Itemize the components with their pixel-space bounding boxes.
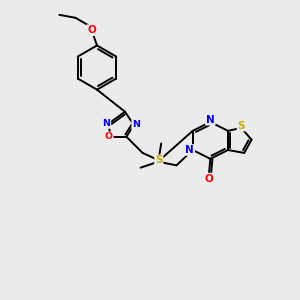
- Text: O: O: [87, 25, 96, 35]
- Text: O: O: [205, 174, 213, 184]
- Text: N: N: [102, 119, 110, 128]
- Text: S: S: [238, 121, 245, 130]
- Text: S: S: [155, 155, 163, 165]
- Text: O: O: [105, 132, 113, 141]
- Text: N: N: [206, 115, 215, 125]
- Text: N: N: [132, 121, 140, 130]
- Text: N: N: [185, 145, 194, 155]
